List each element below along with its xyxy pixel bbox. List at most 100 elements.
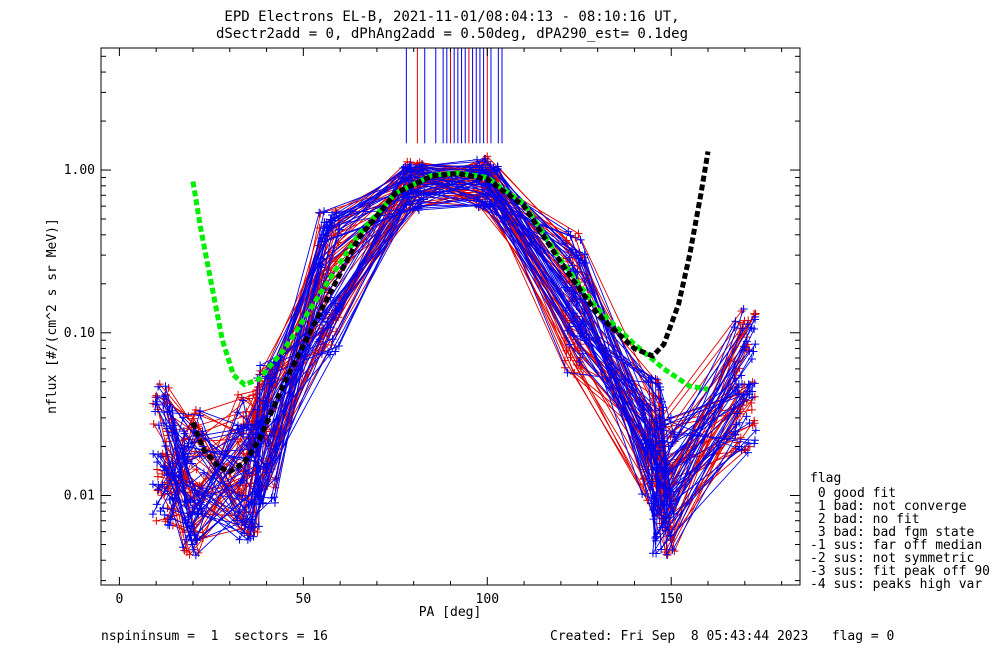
legend-heading: flag: [810, 471, 841, 486]
trace-point: [490, 167, 499, 176]
trace-point: [657, 545, 666, 554]
trace-point: [574, 229, 583, 238]
legend-item: -3 sus: fit peak off 90: [810, 564, 990, 579]
trace-point: [481, 167, 490, 176]
trace-point: [565, 253, 574, 262]
trace-point: [250, 456, 259, 465]
trace-point: [648, 549, 657, 558]
trace-point: [327, 223, 336, 232]
trace-point: [572, 301, 581, 310]
trace-point: [239, 422, 248, 431]
trace-point: [401, 163, 410, 172]
trace-point: [152, 516, 161, 525]
trace-point: [233, 516, 242, 525]
trace-point: [258, 498, 267, 507]
trace-point: [271, 498, 280, 507]
trace-point: [653, 509, 662, 518]
trace-point: [662, 550, 671, 559]
trace-point: [263, 459, 272, 468]
x-tick-label: 0: [115, 592, 123, 607]
trace-point: [179, 427, 188, 436]
trace-point: [180, 441, 189, 450]
x-axis-label: PA [deg]: [419, 605, 482, 620]
trace-point: [415, 196, 424, 205]
trace-point: [235, 535, 244, 544]
flag-legend: flag 0 good fit 1 bad: not converge 2 ba…: [810, 471, 990, 592]
legend-item: 1 bad: not converge: [810, 499, 967, 514]
trace-point: [165, 402, 174, 411]
plot-data-layer: [148, 48, 760, 560]
trace-point: [160, 510, 169, 519]
trace-point: [472, 177, 481, 186]
y-tick-label: 0.10: [64, 326, 95, 341]
trace-point: [641, 445, 650, 454]
trace-point: [567, 246, 576, 255]
trace-point: [180, 546, 189, 555]
trace-point: [573, 267, 582, 276]
trace-point: [731, 317, 740, 326]
trace-point: [254, 522, 263, 531]
trace-point: [183, 457, 192, 466]
trace-point: [399, 172, 408, 181]
trace-point: [414, 206, 423, 215]
trace-point: [744, 439, 753, 448]
trace-point: [751, 340, 760, 349]
trace-point: [739, 304, 748, 313]
legend-item: 2 bad: no fit: [810, 512, 920, 527]
x-tick-label: 150: [659, 592, 682, 607]
y-tick-label: 1.00: [64, 163, 95, 178]
trace-point: [740, 316, 749, 325]
trace-point: [148, 480, 157, 489]
trace-point: [149, 449, 158, 458]
trace-point: [234, 425, 243, 434]
trace-point: [577, 364, 586, 373]
x-tick-label: 100: [476, 592, 499, 607]
trace-point: [748, 387, 757, 396]
trace-point: [656, 414, 665, 423]
trace-point: [331, 347, 340, 356]
trace-point: [320, 207, 329, 216]
trace-point: [154, 382, 163, 391]
trace-point: [237, 476, 246, 485]
trace-point: [148, 510, 157, 519]
trace-point: [647, 374, 656, 383]
trace-point: [198, 427, 207, 436]
trace-point: [659, 403, 668, 412]
trace-point: [245, 469, 254, 478]
trace-point: [163, 520, 172, 529]
trace-point: [239, 429, 248, 438]
trace-point: [179, 413, 188, 422]
trace-point: [242, 407, 251, 416]
trace-point: [576, 332, 585, 341]
trace-point: [666, 432, 675, 441]
trace-point: [249, 532, 258, 541]
trace-point: [401, 190, 410, 199]
chart-subtitle: dSectr2add = 0, dPhAng2add = 0.50deg, dP…: [216, 26, 688, 42]
trace-point: [751, 426, 760, 435]
x-tick-label: 50: [296, 592, 312, 607]
trace-point: [166, 515, 175, 524]
trace-point: [256, 361, 265, 370]
trace-point: [737, 445, 746, 454]
trace-point: [326, 350, 335, 359]
trace-point: [582, 334, 591, 343]
trace-point: [326, 215, 335, 224]
trace-point: [245, 394, 254, 403]
trace-point: [153, 393, 162, 402]
trace-point: [745, 418, 754, 427]
trace-point: [334, 341, 343, 350]
trace-point: [335, 225, 344, 234]
trace-point: [663, 493, 672, 502]
trace-point: [151, 400, 160, 409]
trace-point: [267, 493, 276, 502]
axis-ticks: 0 50 100 150 0.01 0.10 1.00: [64, 48, 800, 607]
trace-point: [482, 191, 491, 200]
trace-point: [656, 446, 665, 455]
trace-point: [239, 396, 248, 405]
trace-point: [563, 368, 572, 377]
trace-point: [734, 380, 743, 389]
trace-point: [736, 433, 745, 442]
trace-point: [639, 401, 648, 410]
trace-point: [474, 203, 483, 212]
